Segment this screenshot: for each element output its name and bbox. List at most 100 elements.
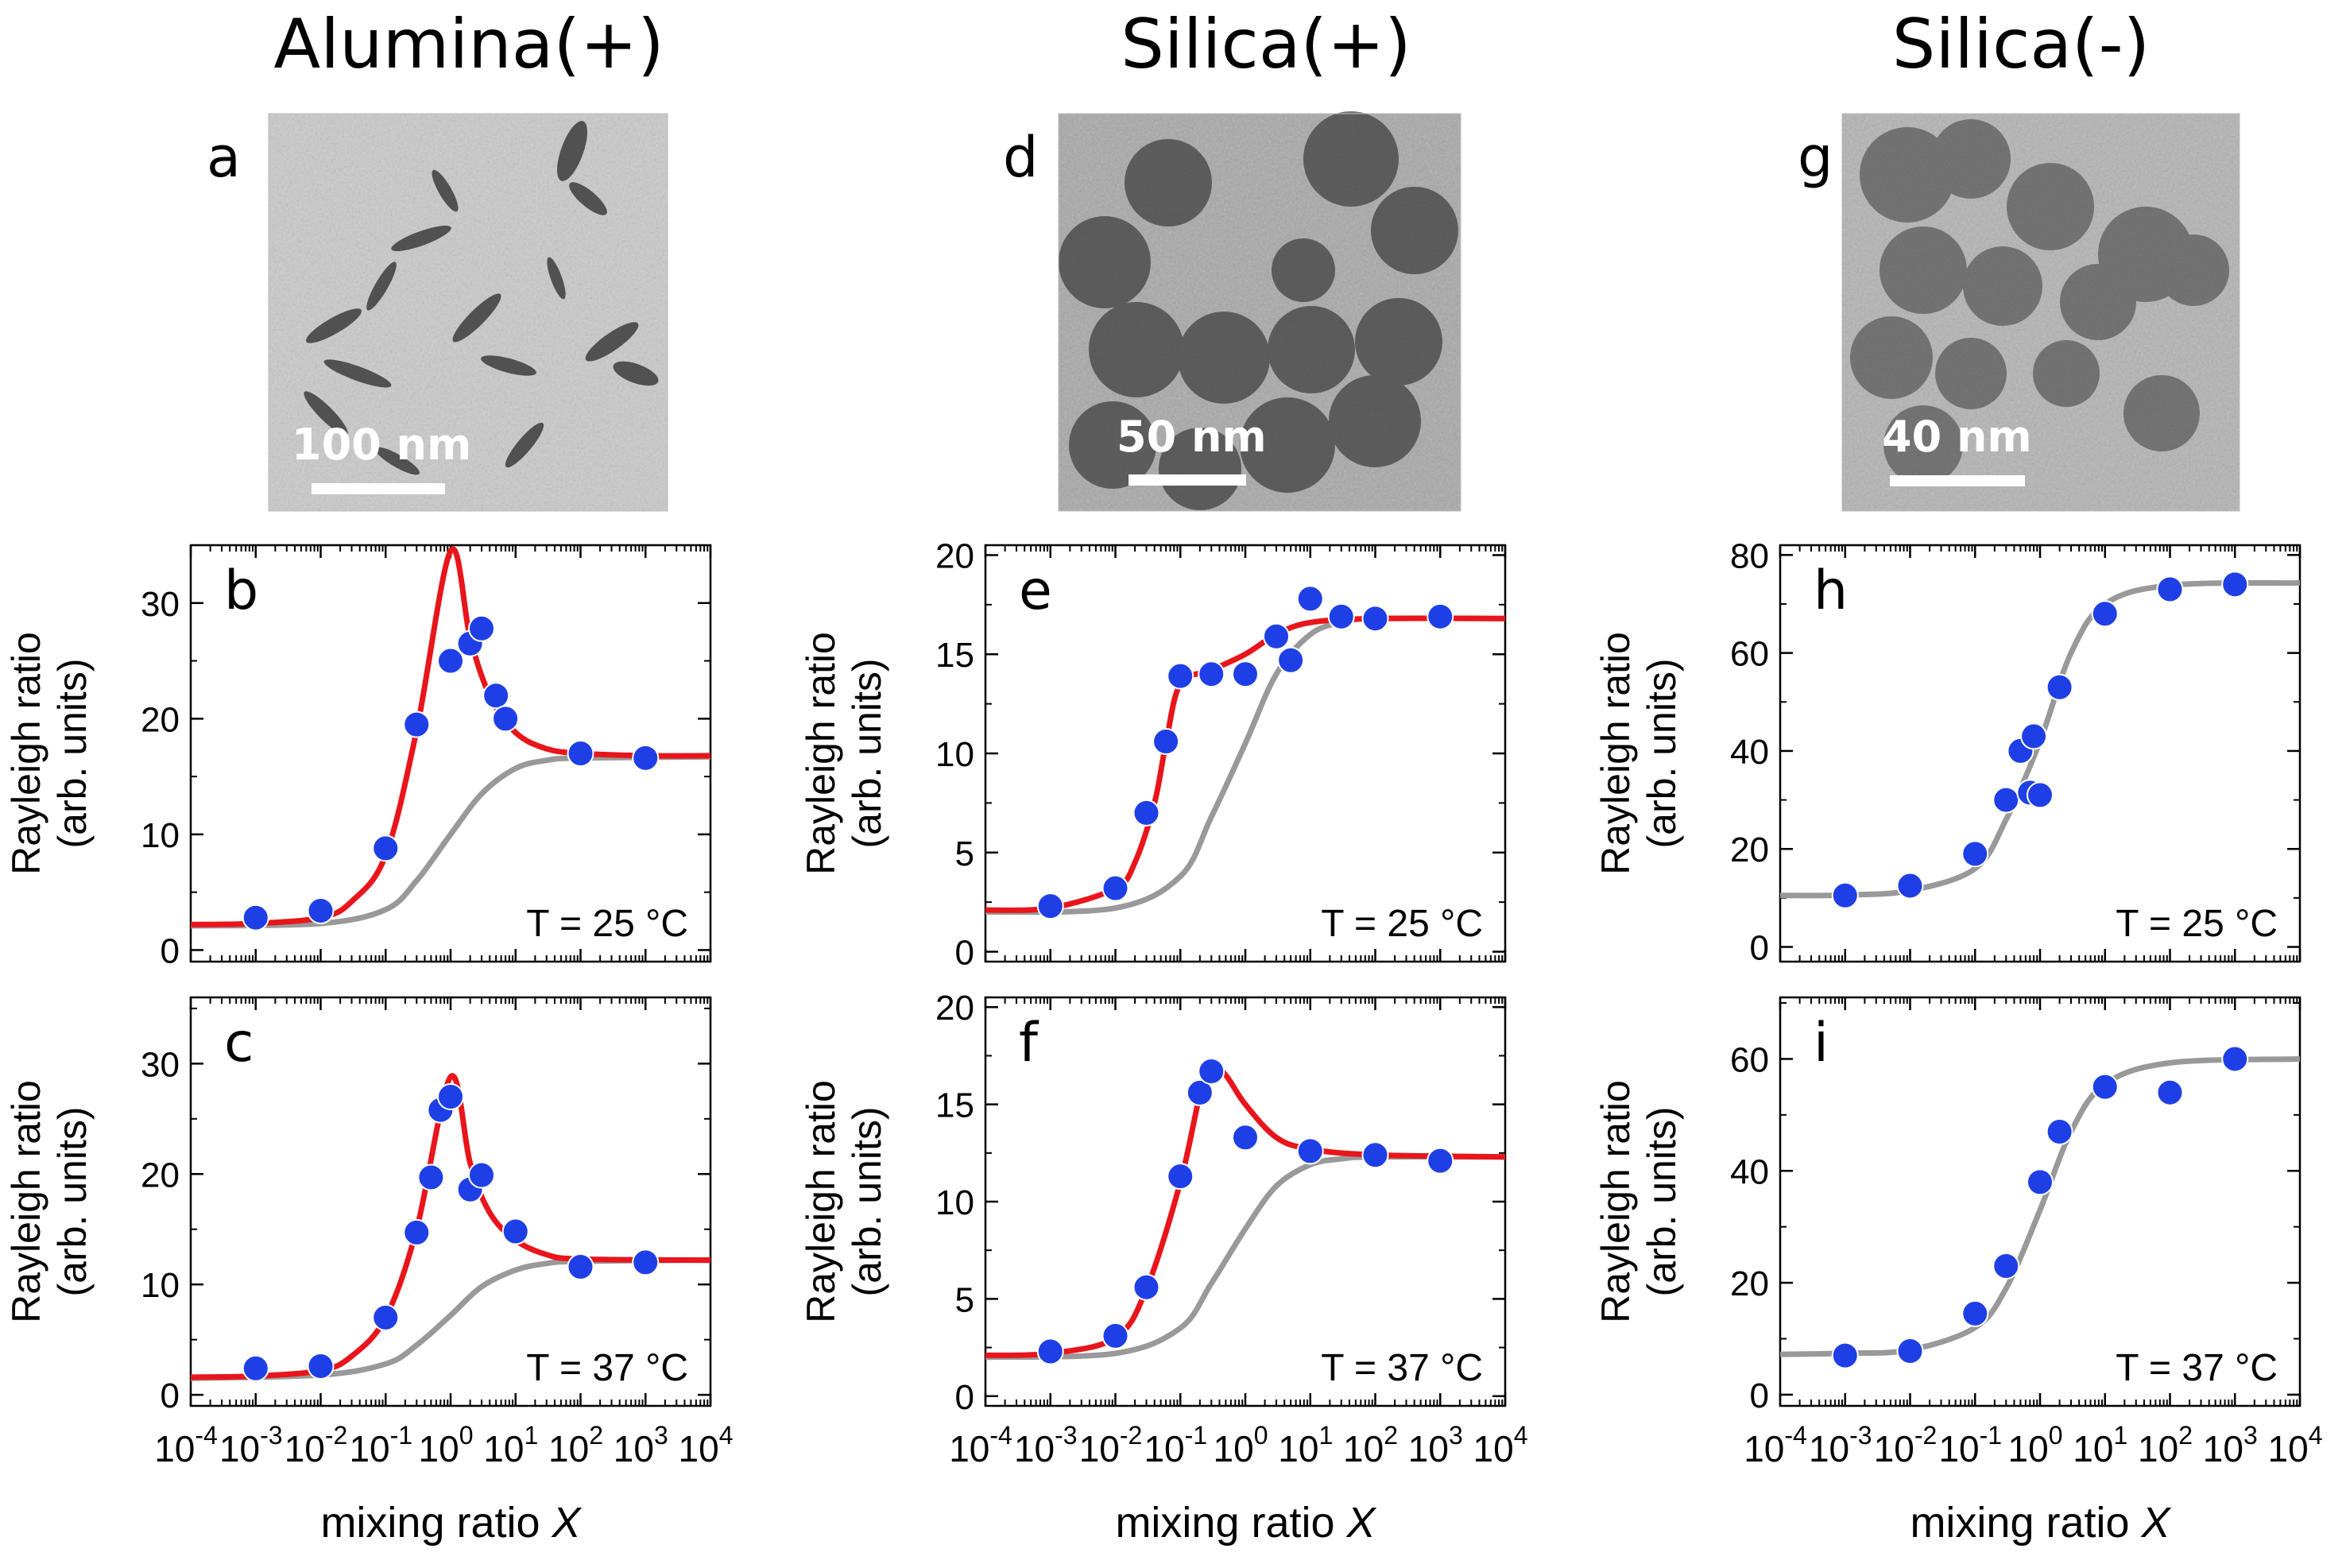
data-point — [468, 614, 496, 642]
data-point — [567, 740, 594, 767]
data-point — [2027, 1168, 2054, 1196]
data-point — [1992, 1252, 2020, 1280]
x-tick-label: 101 — [483, 1421, 538, 1469]
y-tick-label: 10 — [935, 735, 974, 774]
x-tick-label: 102 — [548, 1421, 603, 1469]
scale-bar-g — [1890, 475, 2025, 486]
panel-letter-g: g — [1798, 125, 1833, 190]
y-tick-label: 80 — [1730, 536, 1769, 575]
data-point — [417, 1163, 445, 1191]
chart-panel-h: 0 20 40 60 80 h T = 25 °C Rayleigh ratio(arb. u… — [1593, 536, 2301, 968]
red-fit-curve — [985, 1062, 1506, 1358]
data-point — [1361, 1141, 1389, 1169]
x-tick-label: 10-1 — [1938, 1421, 2002, 1469]
tem-image-silica-neg — [1841, 113, 2240, 512]
data-point — [2046, 1117, 2073, 1145]
x-tick-label: 103 — [2203, 1421, 2258, 1469]
data-point — [1036, 1338, 1064, 1365]
x-tick-label: 100 — [419, 1421, 474, 1469]
data-point — [1232, 1124, 1259, 1152]
data-point — [1831, 1342, 1859, 1369]
panel-letter-d: d — [1003, 125, 1038, 190]
data-point — [1132, 1273, 1160, 1301]
data-point — [2156, 575, 2184, 603]
data-point — [1296, 585, 1324, 613]
data-point — [1152, 728, 1180, 756]
y-axis-label: Rayleigh ratio(arb. units) — [799, 632, 889, 875]
red-fit-curve — [190, 1073, 711, 1380]
data-point — [1101, 1322, 1129, 1349]
red-fit-curve — [190, 546, 711, 927]
data-point — [437, 1083, 464, 1111]
data-point — [1831, 881, 1859, 909]
y-tick-label: 20 — [141, 1156, 180, 1194]
data-point — [2027, 781, 2054, 809]
data-point — [1167, 1163, 1194, 1191]
y-tick-label: 15 — [935, 636, 974, 675]
temperature-label: T = 25 °C — [1321, 903, 1483, 945]
plot-frame — [984, 544, 1507, 963]
y-axis-label: Rayleigh ratio(arb. units) — [1593, 1080, 1684, 1323]
x-tick-label: 10-4 — [949, 1421, 1012, 1469]
y-tick-label: 20 — [935, 536, 974, 575]
data-point — [1132, 799, 1160, 827]
x-tick-label: 100 — [2008, 1421, 2063, 1469]
x-tick-label: 103 — [1408, 1421, 1463, 1469]
data-point — [1263, 622, 1291, 650]
temperature-label: T = 37 °C — [526, 1347, 688, 1389]
tem-image-silica-pos — [1058, 111, 1461, 512]
x-tick-label: 10-3 — [1809, 1421, 1872, 1469]
data-point — [1198, 1058, 1225, 1086]
x-tick-label: 10-2 — [1874, 1421, 1938, 1469]
y-tick-label: 0 — [1750, 1376, 1769, 1415]
plot-frame — [984, 996, 1507, 1407]
x-tick-label: 10-3 — [1014, 1421, 1078, 1469]
panel-letter-a: a — [207, 125, 241, 190]
temperature-label: T = 37 °C — [2116, 1347, 2278, 1389]
gray-fit-curve — [1779, 580, 2301, 899]
chart-panel-c: 10-4 10-3 10-2 10-1 100 101 102 103 104 0 10 20 30 c T… — [4, 996, 733, 1547]
plot-frame — [189, 996, 712, 1407]
data-point — [403, 710, 431, 738]
y-tick-label: 10 — [141, 1266, 180, 1305]
x-tick-label: 10-4 — [1744, 1421, 1807, 1469]
chart-panel-i: 10-4 10-3 10-2 10-1 100 101 102 103 104 0 20 40 60 i T… — [1593, 996, 2322, 1547]
data-point — [2020, 722, 2048, 750]
y-tick-label: 20 — [1730, 830, 1769, 869]
data-point — [1961, 1299, 1989, 1327]
y-axis-label: Rayleigh ratio(arb. units) — [4, 1080, 95, 1323]
data-point — [307, 896, 335, 924]
x-tick-label: 103 — [614, 1421, 668, 1469]
panel-letter-i: i — [1814, 1012, 1829, 1074]
data-point — [1198, 660, 1225, 688]
y-tick-label: 0 — [955, 934, 974, 973]
data-point — [1167, 662, 1194, 690]
gray-fit-curve — [190, 753, 711, 929]
data-point — [1296, 1137, 1324, 1165]
y-axis-label: Rayleigh ratio(arb. units) — [4, 632, 95, 875]
y-tick-label: 5 — [955, 834, 974, 873]
x-tick-label: 10-4 — [154, 1421, 218, 1469]
chart-panel-b: 0 10 20 30 b T = 25 °C Rayleigh ratio(arb. uni… — [4, 544, 712, 970]
data-point — [567, 1252, 594, 1280]
temperature-label: T = 25 °C — [526, 903, 688, 945]
scale-bar-a — [312, 483, 445, 494]
data-point — [501, 1218, 529, 1245]
x-tick-label: 102 — [2138, 1421, 2193, 1469]
y-tick-label: 0 — [161, 931, 180, 970]
x-tick-label: 101 — [2073, 1421, 2127, 1469]
panel-letter-f: f — [1019, 1012, 1039, 1074]
column-title-silica-neg: Silica(-) — [1892, 5, 2150, 84]
y-tick-label: 0 — [955, 1378, 974, 1417]
y-tick-label: 30 — [141, 1045, 180, 1084]
x-tick-label: 100 — [1214, 1421, 1268, 1469]
data-point — [1961, 840, 1989, 868]
panel-letter-c: c — [224, 1012, 254, 1074]
chart-panel-e: 0 5 10 15 20 e T = 25 °C Rayleigh ratio(arb. un… — [799, 536, 1507, 973]
data-point — [1992, 786, 2020, 814]
x-tick-label: 10-2 — [1079, 1421, 1143, 1469]
data-point — [1186, 1078, 1214, 1106]
scale-label-g: 40 nm — [1882, 412, 2032, 462]
scale-label-d: 50 nm — [1117, 412, 1267, 462]
